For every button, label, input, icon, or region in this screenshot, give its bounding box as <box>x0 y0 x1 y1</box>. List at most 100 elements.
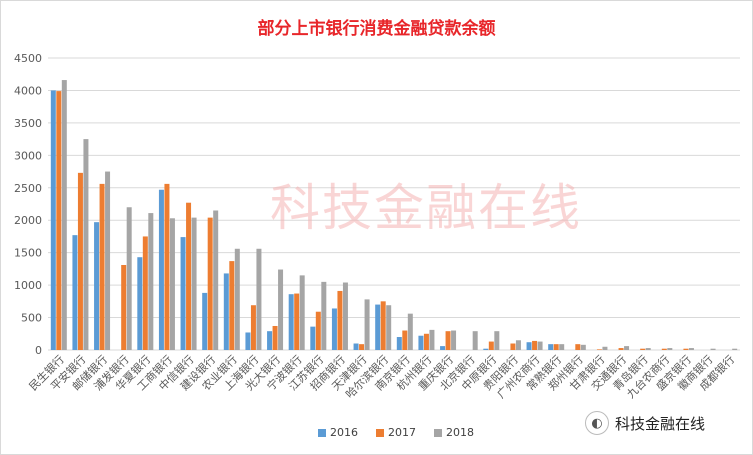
bar-2018-21 <box>515 340 521 350</box>
bar-2017-3 <box>121 264 127 350</box>
bar-2018-23 <box>559 344 565 350</box>
bar-2017-8 <box>229 261 235 350</box>
bar-2018-3 <box>126 207 132 350</box>
bar-2017-10 <box>272 325 278 350</box>
bar-2017-1 <box>77 172 83 350</box>
legend-swatch-2017 <box>376 428 384 437</box>
bar-2017-29 <box>683 348 689 350</box>
bar-2018-13 <box>342 282 348 350</box>
legend-label-2017: 2017 <box>388 426 416 439</box>
legend-item-2018: 2018 <box>434 426 474 439</box>
bar-2016-14 <box>353 343 359 350</box>
bar-2017-13 <box>337 290 343 350</box>
bar-2016-4 <box>137 257 143 350</box>
bar-2018-29 <box>688 348 694 350</box>
bar-2016-18 <box>440 346 446 350</box>
brand-footer: ◐ 科技金融在线 <box>585 411 705 435</box>
y-tick-label: 0 <box>35 344 42 357</box>
bar-2016-2 <box>94 222 100 350</box>
legend-item-2017: 2017 <box>376 426 416 439</box>
bar-2018-2 <box>105 171 111 350</box>
y-tick-label: 1000 <box>14 279 42 292</box>
bar-2017-26 <box>618 348 624 350</box>
bar-2017-22 <box>532 340 538 350</box>
watermark-text: 科技金融在线 <box>270 179 582 237</box>
bar-2016-7 <box>202 292 208 350</box>
bar-2016-15 <box>375 304 381 350</box>
bar-2018-6 <box>191 217 197 350</box>
bar-2017-5 <box>164 183 170 350</box>
brand-text: 科技金融在线 <box>615 414 706 433</box>
bar-2018-1 <box>83 139 89 350</box>
bar-2018-16 <box>407 313 413 350</box>
y-tick-label: 3000 <box>14 149 42 162</box>
bar-2018-22 <box>537 341 543 350</box>
chart-legend: 2016 2017 2018 <box>318 426 474 439</box>
bar-2018-25 <box>602 346 608 350</box>
bar-2016-23 <box>548 344 554 350</box>
bar-2016-6 <box>180 237 186 350</box>
bar-2018-26 <box>624 346 630 350</box>
bar-2018-24 <box>580 344 586 350</box>
bar-2018-5 <box>169 218 175 350</box>
bar-2016-12 <box>310 326 316 350</box>
bar-2018-30 <box>710 348 716 350</box>
bar-2016-20 <box>483 348 489 350</box>
bar-2017-24 <box>575 344 581 350</box>
y-tick-label: 1500 <box>14 247 42 260</box>
legend-label-2018: 2018 <box>446 426 474 439</box>
bar-2018-19 <box>472 331 478 350</box>
y-tick-label: 4500 <box>14 52 42 65</box>
legend-swatch-2016 <box>318 428 326 437</box>
bar-2018-0 <box>61 80 67 350</box>
bar-2018-28 <box>667 348 673 350</box>
bar-2016-11 <box>288 294 294 350</box>
bar-2018-4 <box>148 213 154 350</box>
bar-2017-4 <box>142 236 148 350</box>
bar-2017-15 <box>380 301 386 350</box>
bar-2017-12 <box>315 311 321 350</box>
bar-2017-2 <box>99 183 105 350</box>
bar-2017-11 <box>294 293 300 350</box>
y-tick-label: 3500 <box>14 117 42 130</box>
bar-2018-15 <box>386 305 392 350</box>
legend-swatch-2018 <box>434 428 442 437</box>
bar-2018-20 <box>494 331 500 350</box>
bar-2017-23 <box>553 344 559 350</box>
bar-2016-17 <box>418 335 424 350</box>
bar-2018-10 <box>278 269 284 350</box>
bar-2017-20 <box>488 341 494 350</box>
bar-2017-17 <box>423 333 429 350</box>
bar-2018-27 <box>645 348 651 350</box>
bar-2017-25 <box>596 349 602 350</box>
bar-2018-31 <box>732 348 738 350</box>
bar-2017-16 <box>402 330 408 350</box>
bar-2018-9 <box>256 248 262 350</box>
bar-2017-6 <box>186 202 192 350</box>
bar-2018-11 <box>299 275 305 350</box>
bar-2016-9 <box>245 332 251 350</box>
bar-2017-27 <box>640 348 646 350</box>
legend-label-2016: 2016 <box>330 426 358 439</box>
bar-2017-28 <box>661 348 667 350</box>
bar-2016-5 <box>158 189 164 350</box>
bar-2017-21 <box>510 343 516 350</box>
bar-2018-17 <box>429 329 435 350</box>
bar-2017-0 <box>56 91 62 351</box>
y-tick-label: 2500 <box>14 182 42 195</box>
bar-2018-7 <box>213 210 219 350</box>
bar-2018-12 <box>321 281 327 350</box>
bar-2017-9 <box>250 305 256 350</box>
chart-title: 部分上市银行消费金融贷款余额 <box>257 19 496 39</box>
bar-2016-10 <box>267 331 273 350</box>
bar-2018-8 <box>234 248 240 350</box>
bar-2017-18 <box>445 331 451 350</box>
bar-2016-13 <box>331 308 337 350</box>
bar-2016-0 <box>50 90 56 350</box>
bar-2016-22 <box>526 342 532 350</box>
bar-2017-14 <box>359 344 365 350</box>
bar-2016-16 <box>396 337 402 350</box>
y-tick-label: 500 <box>21 312 42 325</box>
